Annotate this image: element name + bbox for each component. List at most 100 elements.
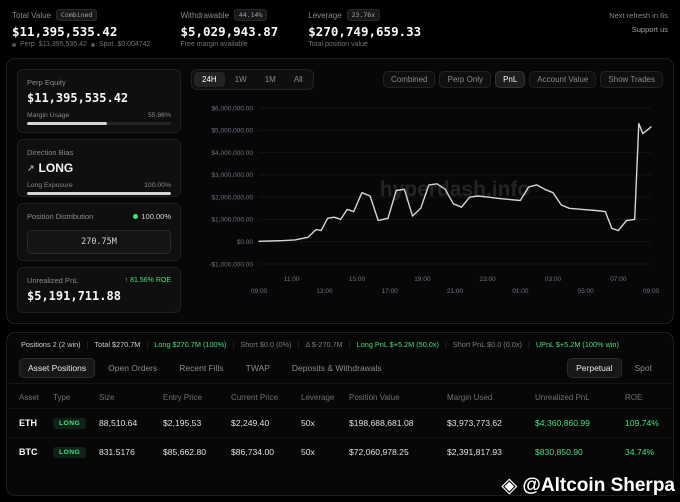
y-tick-label: $3,000,000.00 — [211, 172, 253, 179]
long-exposure-bar — [27, 192, 171, 195]
x-tick-label: 11:00 — [284, 276, 300, 283]
summary-divider: | — [527, 340, 530, 349]
cell-unrealized-pnl: $4,360,860.99 — [535, 418, 590, 428]
summary-item-8: UPnL $+5.2M (100% win) — [535, 340, 619, 349]
table-row-eth[interactable]: ETH LONG 88,510.64 $2,195.53 $2,249.40 50x $19… — [7, 408, 673, 437]
leverage-value: $270,749,659.33 — [308, 24, 422, 39]
spot-dot-icon — [90, 42, 95, 47]
cell-position-value: $198,688,681.08 — [349, 418, 414, 428]
range-tab-1m[interactable]: 1M — [257, 72, 284, 87]
summary-item-4: Short $0.0 (0%) — [240, 340, 292, 349]
x-tick-label: 17:00 — [382, 288, 399, 295]
spot-label: Spot — [98, 41, 114, 48]
y-tick-label: $4,000,000.00 — [211, 150, 253, 157]
tab-spot[interactable]: Spot — [626, 358, 662, 378]
y-tick-label: $5,000,000.00 — [211, 128, 253, 135]
market-tabs: Perpetual Spot — [567, 358, 661, 378]
range-tab-1w[interactable]: 1W — [227, 72, 255, 87]
summary-divider: | — [86, 340, 89, 349]
perp-equity-label: Perp Equity — [27, 78, 66, 87]
summary-item-2: Total $270.7M — [94, 340, 141, 349]
column-header-entry-price: Entry Price — [163, 392, 203, 402]
mode-btn-combined[interactable]: Combined — [383, 71, 436, 88]
perp-value: $11,395,535.42 — [38, 41, 87, 48]
watermark-text: @Altcoin Sherpa — [522, 474, 675, 496]
long-exposure-fill — [27, 192, 171, 195]
type-cell: LONG — [53, 417, 95, 429]
summary-item-6: Long PnL $+5.2M (50.0x) — [356, 340, 439, 349]
total-value-block: Total Value Combined $11,395,535.42 Perp… — [12, 9, 150, 48]
long-badge: LONG — [53, 418, 87, 429]
summary-divider: | — [297, 340, 300, 349]
cell-roe: 109.74% — [625, 418, 659, 428]
distribution-amount[interactable]: 270.75M — [27, 230, 171, 254]
positions-panel: Positions 2 (2 win) | Total $270.7M | Long $… — [6, 332, 674, 496]
x-tick-label: 15:00 — [349, 276, 366, 283]
column-header-position-value: Position Value — [349, 392, 400, 402]
position-distribution-card: Position Distribution 100.00% 270.75M — [17, 203, 181, 261]
roe-value: 81.56% ROE — [130, 277, 171, 284]
cell-entry-price: $85,662.80 — [163, 447, 207, 457]
perp-label: Perp — [20, 41, 35, 48]
cell-leverage: 50x — [301, 418, 315, 428]
withdrawable-block: Withdrawable 44.14% $5,029,943.87 Free m… — [180, 9, 278, 48]
range-tab-24h[interactable]: 24H — [194, 72, 225, 87]
pnl-line — [258, 122, 652, 243]
diamond-logo-icon: ◈ — [501, 474, 518, 497]
asset-cell: BTC — [19, 447, 38, 457]
cell-current-price: $86,734.00 — [231, 447, 275, 457]
column-header-type: Type — [53, 392, 71, 402]
header-bar: Total Value Combined $11,395,535.42 Perp… — [0, 0, 680, 58]
direction-bias-card: Direction Bias ↗ LONG Long Exposure 100.… — [17, 139, 181, 197]
cell-unrealized-pnl: $830,850.90 — [535, 447, 583, 457]
margin-usage-pct: 55.86% — [147, 112, 171, 119]
summary-item-7: Short PnL $0.0 (0.0x) — [452, 340, 522, 349]
stats-sidebar: Perp Equity $11,395,535.42 Margin Usage … — [17, 69, 181, 313]
table-row-btc[interactable]: BTC LONG 831.5176 $85,662.80 $86,734.00 50x $7… — [7, 437, 673, 466]
column-header-size: Size — [99, 392, 115, 402]
cell-size: 88,510.64 — [99, 418, 138, 428]
perp-equity-value: $11,395,535.42 — [27, 91, 129, 105]
mode-btn-account-value[interactable]: Account Value — [529, 71, 597, 88]
perp-equity-card: Perp Equity $11,395,535.42 Margin Usage … — [17, 69, 181, 133]
tab-open-orders[interactable]: Open Orders — [99, 358, 166, 378]
tab-twap[interactable]: TWAP — [237, 358, 279, 378]
tab-perpetual[interactable]: Perpetual — [567, 358, 622, 378]
range-tab-all[interactable]: All — [286, 72, 311, 87]
cell-position-value: $72,060,978.25 — [349, 447, 409, 457]
chart-area: 24H 1W 1M All Combined Perp Only PnL Account V… — [191, 69, 663, 313]
range-tabs: 24H 1W 1M All — [191, 69, 314, 90]
mode-btn-show-trades[interactable]: Show Trades — [600, 71, 663, 88]
support-link[interactable]: Support us — [631, 25, 668, 34]
withdrawable-value: $5,029,943.87 — [180, 24, 279, 39]
withdrawable-label: Withdrawable — [180, 10, 229, 20]
long-dot-icon — [133, 214, 139, 219]
withdrawable-pct-badge: 44.14% — [233, 9, 268, 21]
asset-cell: ETH — [19, 418, 37, 428]
mode-btn-perp-only[interactable]: Perp Only — [439, 71, 492, 88]
unrealized-pnl-value: $5,191,711.88 — [27, 289, 121, 303]
tab-recent-fills[interactable]: Recent Fills — [170, 358, 232, 378]
cell-leverage: 50x — [301, 447, 315, 457]
tab-asset-positions[interactable]: Asset Positions — [19, 358, 96, 378]
x-tick-label: 19:00 — [414, 276, 431, 283]
y-tick-label: $0.00 — [237, 239, 254, 246]
mode-btn-pnl[interactable]: PnL — [495, 71, 526, 88]
y-tick-label: $1,000,000.00 — [211, 217, 253, 224]
direction-bias-value: LONG — [38, 161, 74, 175]
position-distribution-label: Position Distribution — [27, 212, 94, 221]
cell-roe: 34.74% — [625, 447, 655, 457]
y-tick-label: $6,000,000.00 — [211, 105, 253, 112]
pnl-chart: $6,000,000.00 $5,000,000.00 $4,000,000.00 $… — [209, 105, 659, 295]
long-exposure-label: Long Exposure — [27, 182, 73, 189]
tab-deposits-withdrawals[interactable]: Deposits & Withdrawals — [283, 358, 391, 378]
leverage-badge: 23.76x — [346, 9, 381, 21]
chart-panel: Perp Equity $11,395,535.42 Margin Usage … — [6, 58, 674, 324]
x-tick-label: 21:00 — [447, 288, 464, 295]
watermark: ◈ @Altcoin Sherpa — [501, 473, 675, 498]
table-header-row: Asset Type Size Entry Price Current Price Lev… — [7, 386, 673, 408]
x-tick-label: 09:00 — [251, 288, 268, 295]
summary-item-1: Positions 2 (2 win) — [21, 340, 81, 349]
leverage-label: Leverage — [308, 10, 342, 20]
trend-icon: ↗ — [27, 162, 35, 173]
